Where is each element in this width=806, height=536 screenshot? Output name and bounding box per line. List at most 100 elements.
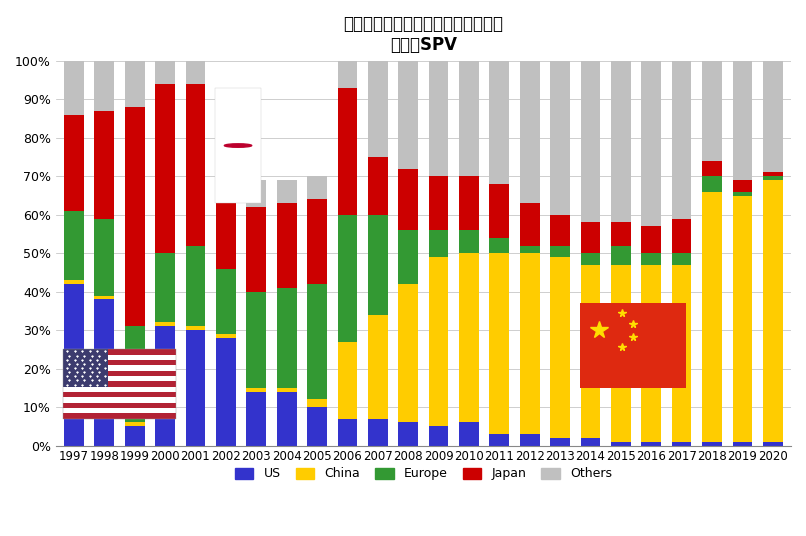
- Bar: [216, 338, 235, 445]
- Bar: [247, 207, 266, 292]
- Bar: [642, 61, 661, 226]
- Bar: [64, 349, 108, 386]
- Bar: [763, 442, 783, 445]
- Bar: [94, 111, 114, 219]
- Bar: [611, 265, 631, 442]
- Bar: [398, 230, 418, 284]
- Bar: [520, 245, 539, 253]
- Bar: [733, 442, 752, 445]
- Bar: [156, 326, 175, 445]
- Bar: [64, 413, 176, 419]
- Bar: [520, 203, 539, 245]
- Bar: [307, 399, 327, 407]
- Bar: [94, 295, 114, 300]
- Bar: [276, 288, 297, 388]
- Bar: [276, 388, 297, 392]
- Bar: [64, 386, 176, 392]
- Bar: [185, 84, 206, 245]
- Bar: [64, 360, 176, 366]
- Bar: [64, 349, 176, 355]
- Bar: [368, 215, 388, 315]
- Bar: [580, 222, 600, 253]
- Bar: [702, 176, 722, 192]
- Bar: [429, 230, 448, 257]
- Bar: [550, 257, 570, 438]
- Bar: [429, 61, 448, 176]
- Bar: [247, 292, 266, 388]
- Bar: [247, 180, 266, 207]
- Bar: [671, 442, 692, 445]
- Bar: [398, 61, 418, 169]
- Bar: [489, 253, 509, 434]
- Bar: [611, 222, 631, 245]
- Bar: [642, 265, 661, 442]
- Bar: [64, 366, 176, 371]
- Bar: [338, 419, 357, 445]
- Bar: [763, 173, 783, 176]
- Bar: [185, 245, 206, 326]
- Bar: [489, 184, 509, 238]
- Bar: [702, 442, 722, 445]
- Bar: [580, 438, 600, 445]
- Bar: [64, 115, 84, 211]
- Bar: [307, 176, 327, 199]
- Bar: [338, 215, 357, 342]
- Bar: [215, 88, 261, 203]
- Bar: [702, 161, 722, 176]
- Bar: [368, 61, 388, 157]
- Bar: [459, 230, 479, 253]
- Bar: [550, 215, 570, 245]
- Bar: [338, 342, 357, 419]
- Bar: [216, 199, 235, 269]
- Bar: [307, 199, 327, 284]
- Bar: [429, 257, 448, 426]
- Bar: [64, 397, 176, 403]
- Bar: [94, 300, 114, 445]
- Bar: [429, 426, 448, 445]
- Bar: [64, 280, 84, 284]
- Bar: [429, 176, 448, 230]
- Bar: [247, 392, 266, 445]
- Bar: [611, 61, 631, 222]
- Bar: [64, 403, 176, 408]
- Bar: [276, 180, 297, 203]
- Bar: [459, 422, 479, 445]
- Bar: [611, 245, 631, 265]
- Bar: [64, 408, 176, 413]
- Bar: [763, 176, 783, 180]
- Bar: [94, 219, 114, 295]
- Bar: [64, 376, 176, 381]
- Legend: US, China, Europe, Japan, Others: US, China, Europe, Japan, Others: [230, 463, 617, 486]
- Bar: [216, 176, 235, 199]
- Bar: [64, 61, 84, 115]
- Bar: [520, 253, 539, 434]
- Bar: [550, 438, 570, 445]
- Bar: [64, 349, 176, 419]
- Bar: [64, 381, 176, 386]
- Bar: [702, 61, 722, 161]
- Bar: [156, 323, 175, 326]
- Bar: [520, 61, 539, 203]
- Bar: [611, 442, 631, 445]
- Title: 世界太陽電池年間出荷量国別シェア
出所：SPV: 世界太陽電池年間出荷量国別シェア 出所：SPV: [343, 15, 504, 54]
- Bar: [733, 192, 752, 196]
- Bar: [64, 392, 176, 397]
- Bar: [125, 61, 144, 107]
- Bar: [550, 61, 570, 215]
- Bar: [580, 303, 686, 388]
- Bar: [276, 203, 297, 288]
- Bar: [671, 265, 692, 442]
- Bar: [156, 61, 175, 84]
- Bar: [185, 61, 206, 84]
- Bar: [671, 253, 692, 265]
- Bar: [64, 355, 176, 360]
- Bar: [489, 61, 509, 184]
- Bar: [398, 169, 418, 230]
- Bar: [733, 196, 752, 442]
- Bar: [64, 371, 176, 376]
- Bar: [550, 245, 570, 257]
- Bar: [671, 219, 692, 253]
- Bar: [216, 334, 235, 338]
- Bar: [398, 284, 418, 422]
- Bar: [64, 211, 84, 280]
